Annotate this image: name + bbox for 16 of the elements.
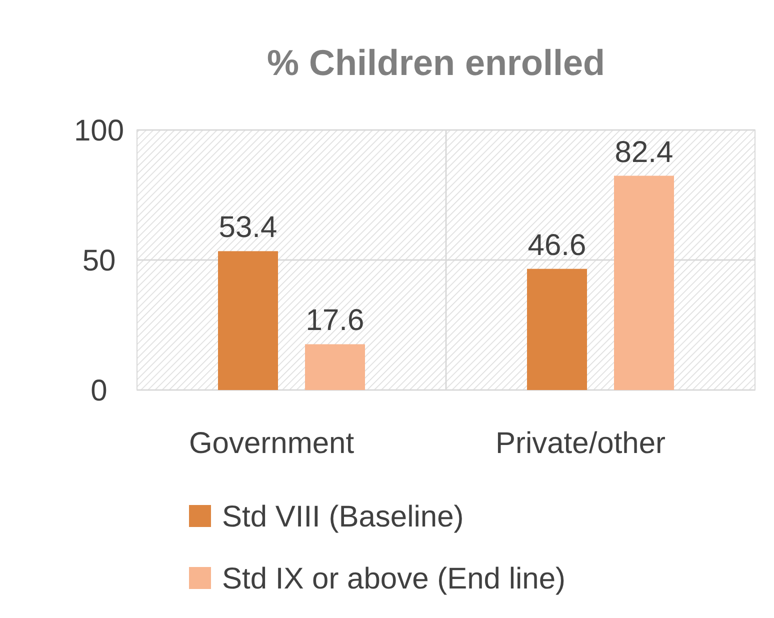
x-tick-label: Government — [188, 427, 355, 460]
y-tick-label: 100 — [74, 114, 124, 148]
legend-label: Std VIII (Baseline) — [222, 500, 464, 534]
bar — [218, 251, 278, 390]
x-tick-label: Private/other — [495, 427, 666, 460]
bar — [614, 176, 674, 390]
chart-title: % Children enrolled — [266, 42, 606, 83]
data-label: 17.6 — [306, 304, 364, 338]
bar — [527, 268, 587, 390]
data-label: 82.4 — [614, 136, 674, 169]
legend-label: Std IX or above (End line) — [222, 562, 566, 596]
bar — [305, 344, 365, 390]
data-label: 46.6 — [528, 228, 586, 262]
data-label: 53.4 — [218, 211, 278, 244]
y-tick-label: 50 — [82, 244, 116, 278]
y-tick-label: 0 — [90, 374, 108, 408]
